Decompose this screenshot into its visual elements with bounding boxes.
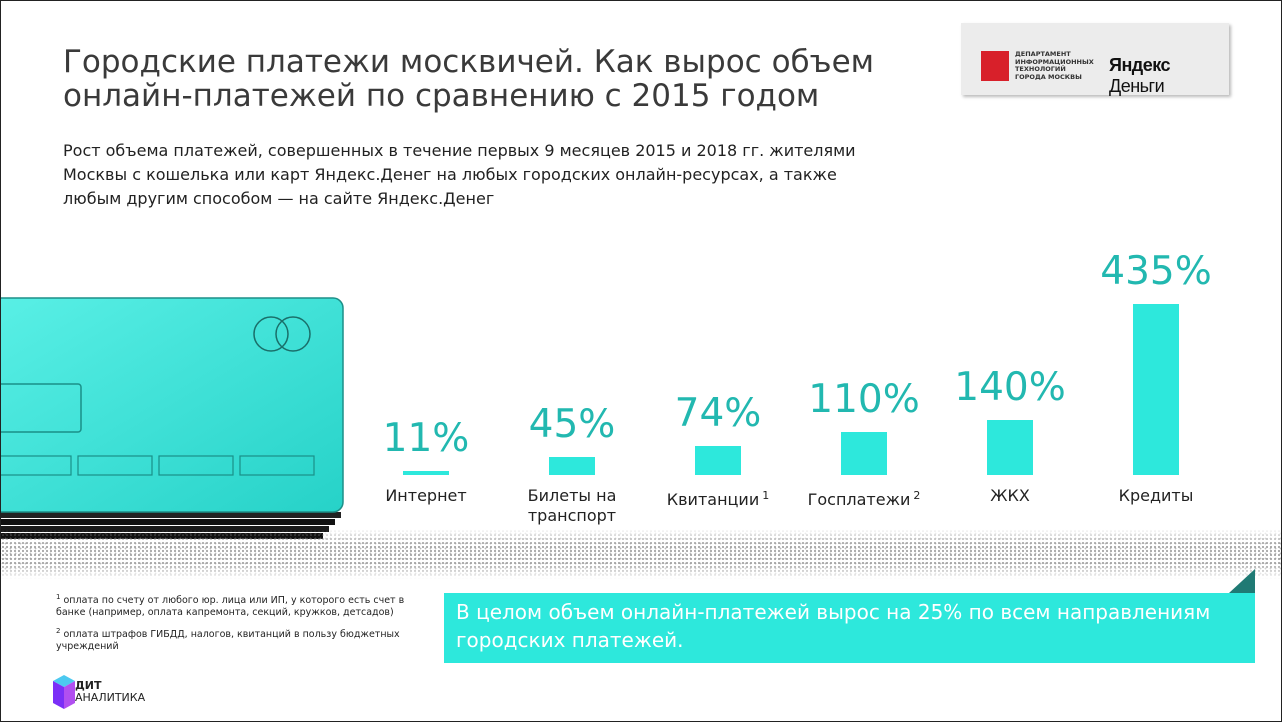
value-label: 11% — [382, 415, 470, 461]
value-label: 110% — [808, 376, 920, 422]
value-label: 435% — [1100, 249, 1212, 294]
footnote-marker: 1 — [56, 593, 61, 601]
footnote: 2 оплата штрафов ГИБДД, налогов, квитанци… — [56, 625, 436, 653]
category-label: Интернет — [361, 486, 491, 506]
bar — [549, 457, 595, 475]
category-name: Квитанции — [666, 490, 760, 509]
footnote-marker: 2 — [56, 627, 61, 636]
category-name: Госплатежи — [807, 490, 911, 509]
value-label: 140% — [954, 364, 1066, 410]
footnote-text: оплата штрафов ГИБДД, налогов, квитанций… — [56, 629, 400, 653]
value-label: 74% — [674, 390, 762, 436]
dots-texture — [1, 529, 1281, 579]
yandex-bold: Яндекс — [1109, 55, 1171, 75]
category-name: Интернет — [385, 486, 467, 505]
brand: ДИТ АНАЛИТИКА — [53, 673, 173, 713]
category-name: ЖКХ — [990, 486, 1030, 505]
brand-subtitle: АНАЛИТИКА — [75, 691, 146, 704]
callout: В целом объем онлайн-платежей вырос на 2… — [444, 593, 1255, 663]
footnote-marker: 1 — [762, 489, 770, 502]
footnote-marker: 2 — [913, 489, 921, 502]
bar — [695, 445, 741, 475]
department-name: ДЕПАРТАМЕНТ ИНФОРМАЦИОННЫХ ТЕХНОЛОГИЙ ГО… — [1015, 50, 1094, 81]
category-label: Кредиты — [1091, 486, 1221, 506]
department-logo — [981, 51, 1009, 81]
chart: 11% Интернет 45% Билеты на транспорт 74% Квит… — [1, 1, 1281, 561]
footnote-text: оплата по счету от любого юр. лица или И… — [56, 595, 405, 619]
yandex-logo: Яндекс Деньги — [1109, 55, 1229, 97]
footnote: 1 оплата по счету от любого юр. лица или … — [56, 591, 436, 619]
category-label: Билеты на транспорт — [507, 486, 637, 526]
callout-corner — [1229, 569, 1255, 593]
title: Городские платежи москвичей. Как вырос о… — [63, 44, 875, 114]
brand-name: ДИТ — [75, 679, 102, 692]
value-label: 45% — [528, 402, 616, 448]
category-label: Квитанции 1 — [653, 486, 783, 510]
logo-box: ДЕПАРТАМЕНТ ИНФОРМАЦИОННЫХ ТЕХНОЛОГИЙ ГО… — [961, 23, 1229, 97]
bar — [1133, 304, 1179, 475]
bar — [403, 470, 449, 475]
category-name: Кредиты — [1118, 486, 1194, 505]
bar — [841, 431, 887, 475]
bar — [987, 419, 1033, 475]
subtitle: Рост объема платежей, совершенных в тече… — [63, 141, 856, 208]
category-label: Госплатежи 2 — [799, 486, 929, 510]
category-name: Билеты на транспорт — [527, 486, 617, 525]
yandex-rest: Деньги — [1109, 76, 1165, 96]
category-label: ЖКХ — [945, 486, 1075, 506]
footnotes: 1 оплата по счету от любого юр. лица или … — [56, 591, 436, 659]
brand-cube — [53, 675, 75, 709]
